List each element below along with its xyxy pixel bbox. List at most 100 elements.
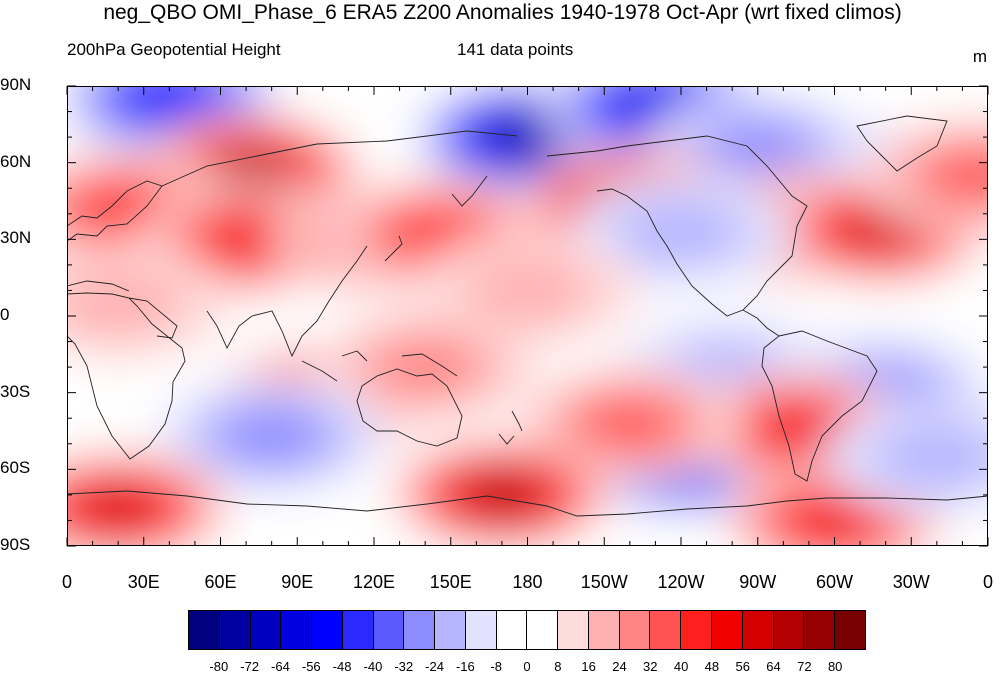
latitude-label: 0 — [0, 305, 10, 324]
anomaly-contour-0-9 — [498, 121, 557, 153]
colorbar-level-label: 8 — [554, 659, 562, 674]
colorbar-swatch — [219, 611, 251, 649]
colorbar-level-label: 56 — [735, 659, 750, 674]
colorbar-level-label: 16 — [581, 659, 596, 674]
anomaly-contour-4-3 — [708, 123, 808, 176]
anomaly-contour-7-6 — [217, 221, 286, 258]
longitude-label: 60W — [815, 572, 854, 592]
anomaly-contour-25-8 — [472, 478, 532, 511]
coastline-kamchatka — [451, 175, 488, 207]
colorbar-swatch — [189, 611, 220, 649]
colorbar-level-label: -16 — [455, 659, 475, 674]
map-title: neg_QBO OMI_Phase_6 ERA5 Z200 Anomalies … — [103, 1, 902, 24]
coastline-southeast-asia — [251, 245, 368, 358]
coastline-asia-north — [161, 130, 518, 187]
anomaly-contour-24-4 — [588, 401, 672, 446]
anomaly-contour-13-2 — [615, 197, 747, 266]
anomaly-contour-12-7 — [848, 212, 913, 246]
coastline-north-america — [546, 135, 808, 317]
longitude-label: 150W — [580, 572, 628, 592]
colorbar-level-label: 24 — [612, 659, 627, 674]
anomaly-contour-23-6 — [764, 410, 833, 447]
colorbar-swatch — [773, 611, 805, 649]
colorbar-level-label: -56 — [301, 659, 321, 674]
colorbar-level-label: -64 — [271, 659, 290, 674]
colorbar-level-label: -24 — [425, 659, 444, 674]
colorbar-swatch — [588, 611, 620, 649]
colorbar-level-label: 40 — [673, 659, 689, 674]
colorbar-level-label: -80 — [209, 659, 229, 674]
anomaly-contour-2-6 — [135, 86, 204, 117]
colorbar-swatch — [650, 611, 682, 649]
longitude-label: 150E — [429, 572, 472, 592]
longitude-label: 0 — [61, 572, 73, 592]
anomaly-contour-6-5 — [86, 189, 161, 229]
anomaly-contour-14-4 — [933, 153, 988, 198]
coastline-india — [206, 310, 253, 350]
colorbar-swatch — [742, 611, 774, 649]
colorbar-level-label: 80 — [827, 659, 843, 674]
coastline-new-zealand-south — [498, 433, 515, 445]
coastline-south-america — [761, 330, 878, 482]
coastlines — [67, 115, 988, 517]
anomaly-field — [67, 86, 988, 546]
longitude-label: 60E — [204, 572, 237, 592]
colorbar-level-label: -48 — [332, 659, 352, 674]
anomaly-contour-16-2 — [67, 269, 184, 338]
colorbar — [188, 610, 866, 650]
colorbar-swatch — [312, 611, 343, 649]
colorbar-swatch — [558, 611, 589, 649]
coastline-mediterranean — [67, 280, 130, 292]
longitude-label: 0 — [982, 572, 994, 592]
anomaly-contour-9-5 — [400, 214, 475, 254]
colorbar-level-label: 72 — [797, 659, 812, 674]
colorbar-swatch — [619, 611, 651, 649]
anomaly-contour-26-7 — [86, 490, 150, 525]
variable-subtitle: 200hPa Geopotential Height — [67, 40, 281, 59]
colorbar-swatch — [465, 611, 497, 649]
anomaly-contour-28-2 — [871, 422, 988, 491]
longitude-label: 120E — [352, 572, 396, 592]
colorbar-swatch — [342, 611, 374, 649]
anomaly-contour-27-6 — [800, 502, 869, 539]
anomaly-contour-15-2 — [462, 256, 593, 325]
longitude-label: 90W — [739, 572, 777, 592]
data-points-subtitle: 141 data points — [457, 40, 574, 59]
coastline-greenland — [856, 115, 948, 172]
colorbar-swatch — [281, 611, 313, 649]
anomaly-contour-19-3 — [222, 410, 322, 463]
coastline-indonesia-1 — [301, 360, 338, 382]
colorbar-swatch — [681, 611, 713, 649]
colorbar-level-label: 0 — [523, 659, 531, 674]
coastline-antarctica — [67, 490, 988, 517]
longitude-label: 90E — [281, 572, 314, 592]
coastline-australia — [356, 368, 463, 447]
coastline-new-guinea — [401, 353, 458, 377]
latitude-label: 30S — [0, 381, 31, 401]
colorbar-swatch — [804, 611, 836, 649]
colorbar-level-label: 48 — [704, 659, 720, 674]
colorbar-swatch — [404, 611, 436, 649]
longitude-label: 30E — [127, 572, 160, 592]
units-label: m — [972, 47, 987, 66]
latitude-label: 90N — [0, 75, 32, 94]
colorbar-level-label: -32 — [394, 659, 414, 674]
colorbar-swatch — [527, 611, 559, 649]
latitude-label: 60S — [0, 458, 31, 478]
anomaly-map — [67, 86, 988, 546]
longitude-label: 180 — [512, 572, 543, 592]
colorbar-swatch — [435, 611, 466, 649]
colorbar-level-label: 64 — [766, 659, 781, 674]
colorbar-level-label: 32 — [643, 659, 658, 674]
coastline-japan — [384, 235, 403, 262]
colorbar-swatch — [373, 611, 405, 649]
colorbar-level-label: -72 — [240, 659, 260, 674]
latitude-label: 90S — [0, 535, 31, 554]
anomaly-contour-5-8 — [221, 154, 282, 187]
latitude-label: 30N — [0, 228, 32, 248]
anomaly-contour-18-3 — [375, 341, 475, 394]
colorbar-swatch — [712, 611, 743, 649]
colorbar-level-label: -40 — [363, 659, 383, 674]
coastline-arabia — [128, 297, 178, 339]
colorbar-swatch — [835, 611, 865, 649]
